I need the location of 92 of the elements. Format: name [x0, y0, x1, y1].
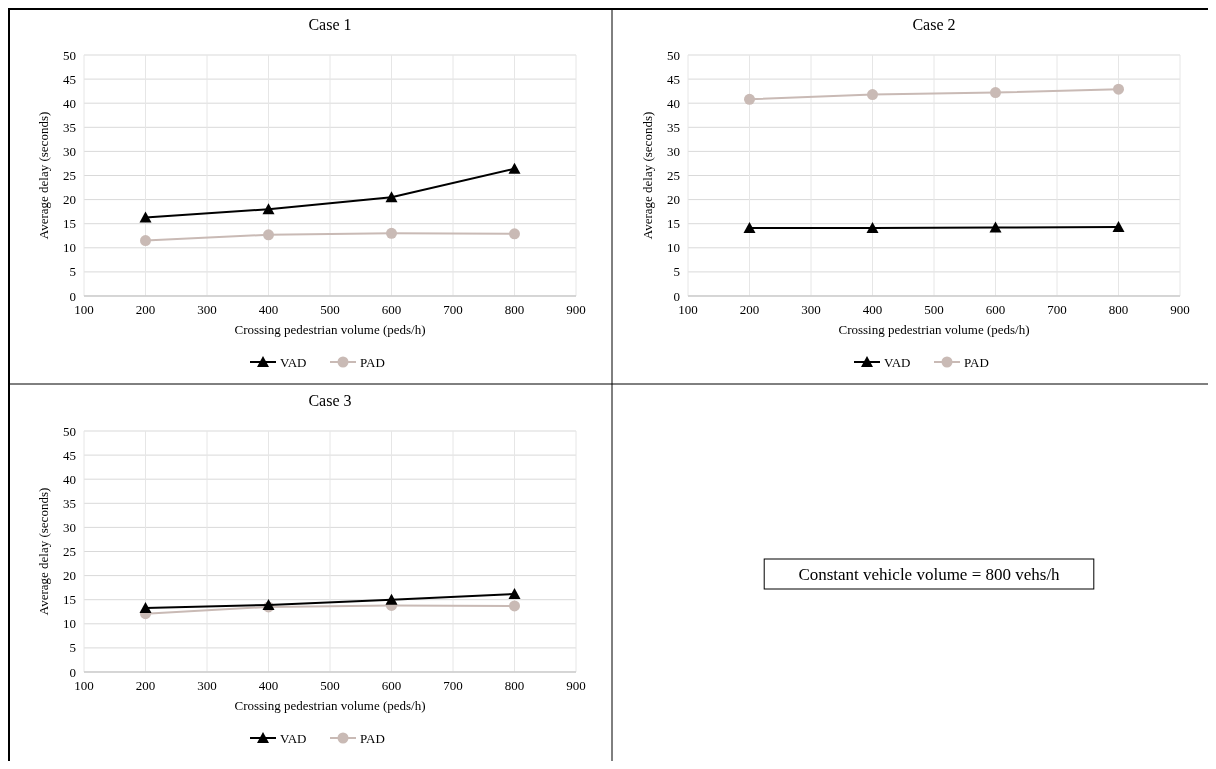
- x-tick-label: 600: [985, 302, 1006, 317]
- y-tick-label: 50: [63, 47, 76, 63]
- x-tick-label: 800: [504, 678, 525, 693]
- legend-label: VAD: [280, 354, 307, 370]
- point: [989, 221, 1002, 233]
- x-tick-label: 900: [1170, 302, 1190, 317]
- y-tick-label: 45: [63, 71, 76, 87]
- y-axis-title: Average delay (seconds): [36, 111, 51, 240]
- y-tick-label: 20: [667, 192, 680, 208]
- y-axis-title: Average delay (seconds): [640, 111, 655, 240]
- y-tick-label: 10: [63, 240, 76, 256]
- y-tick-label: 25: [63, 168, 76, 184]
- y-tick-label: 40: [63, 95, 76, 111]
- point: [508, 162, 521, 174]
- y-tick-label: 45: [63, 447, 76, 463]
- point: [386, 227, 397, 239]
- point: [1112, 221, 1125, 233]
- x-axis-title: Crossing pedestrian volume (peds/h): [838, 322, 1030, 337]
- x-tick-label: 500: [924, 302, 944, 317]
- x-tick-label: 700: [1047, 302, 1067, 317]
- legend-label: PAD: [360, 354, 385, 370]
- y-tick-label: 5: [69, 640, 76, 656]
- y-tick-label: 20: [63, 568, 76, 584]
- x-tick-label: 100: [74, 678, 94, 693]
- legend-label: VAD: [884, 354, 911, 370]
- x-tick-label: 100: [74, 302, 94, 317]
- x-tick-label: 400: [258, 302, 279, 317]
- point: [262, 203, 275, 215]
- chart-title: Case 1: [308, 16, 352, 33]
- point: [385, 191, 398, 203]
- x-tick-label: 600: [381, 302, 402, 317]
- chart-title: Case 2: [912, 16, 956, 33]
- y-tick-label: 35: [63, 495, 76, 511]
- x-tick-label: 700: [443, 678, 463, 693]
- y-tick-label: 30: [63, 519, 76, 535]
- x-tick-label: 800: [504, 302, 525, 317]
- point: [990, 87, 1001, 99]
- x-axis-title: Crossing pedestrian volume (peds/h): [234, 322, 426, 337]
- x-axis-title: Crossing pedestrian volume (peds/h): [234, 698, 426, 713]
- point: [744, 93, 755, 105]
- point: [140, 235, 151, 247]
- x-tick-label: 900: [566, 678, 586, 693]
- x-tick-label: 500: [320, 302, 340, 317]
- y-tick-label: 35: [63, 119, 76, 135]
- x-tick-label: 700: [443, 302, 463, 317]
- point: [867, 89, 878, 101]
- point: [1113, 83, 1124, 95]
- x-tick-label: 200: [739, 302, 760, 317]
- y-tick-label: 45: [667, 71, 680, 87]
- x-tick-label: 600: [381, 678, 402, 693]
- y-tick-label: 15: [667, 216, 680, 232]
- y-tick-label: 0: [69, 664, 76, 680]
- y-tick-label: 50: [667, 47, 680, 63]
- x-tick-label: 400: [862, 302, 883, 317]
- x-tick-label: 800: [1108, 302, 1129, 317]
- y-tick-label: 0: [673, 288, 680, 304]
- y-tick-label: 15: [63, 592, 76, 608]
- y-tick-label: 50: [63, 423, 76, 439]
- y-tick-label: 30: [63, 143, 76, 159]
- x-tick-label: 300: [197, 678, 217, 693]
- x-tick-label: 900: [566, 302, 586, 317]
- point: [509, 228, 520, 240]
- y-tick-label: 5: [69, 264, 76, 280]
- x-tick-label: 300: [197, 302, 217, 317]
- y-tick-label: 10: [667, 240, 680, 256]
- x-tick-label: 300: [801, 302, 821, 317]
- y-tick-label: 5: [673, 264, 680, 280]
- y-axis-title: Average delay (seconds): [36, 487, 51, 616]
- y-tick-label: 40: [63, 471, 76, 487]
- x-tick-label: 200: [135, 302, 156, 317]
- point: [866, 222, 879, 234]
- y-tick-label: 40: [667, 95, 680, 111]
- y-tick-label: 25: [667, 168, 680, 184]
- y-tick-label: 10: [63, 616, 76, 632]
- chart-title: Case 3: [308, 392, 352, 409]
- y-tick-label: 20: [63, 192, 76, 208]
- text: Constant vehicle volume = 800 vehs/h: [798, 564, 1061, 584]
- point: [263, 229, 274, 241]
- x-tick-label: 500: [320, 678, 340, 693]
- legend-label: PAD: [964, 354, 989, 370]
- y-tick-label: 35: [667, 119, 680, 135]
- x-tick-label: 400: [258, 678, 279, 693]
- y-tick-label: 15: [63, 216, 76, 232]
- y-tick-label: 25: [63, 544, 76, 560]
- legend-label: PAD: [360, 730, 385, 746]
- x-tick-label: 100: [678, 302, 698, 317]
- y-tick-label: 30: [667, 143, 680, 159]
- point: [139, 211, 152, 223]
- legend-label: VAD: [280, 730, 307, 746]
- point: [743, 222, 756, 234]
- x-tick-label: 200: [135, 678, 156, 693]
- y-tick-label: 0: [69, 288, 76, 304]
